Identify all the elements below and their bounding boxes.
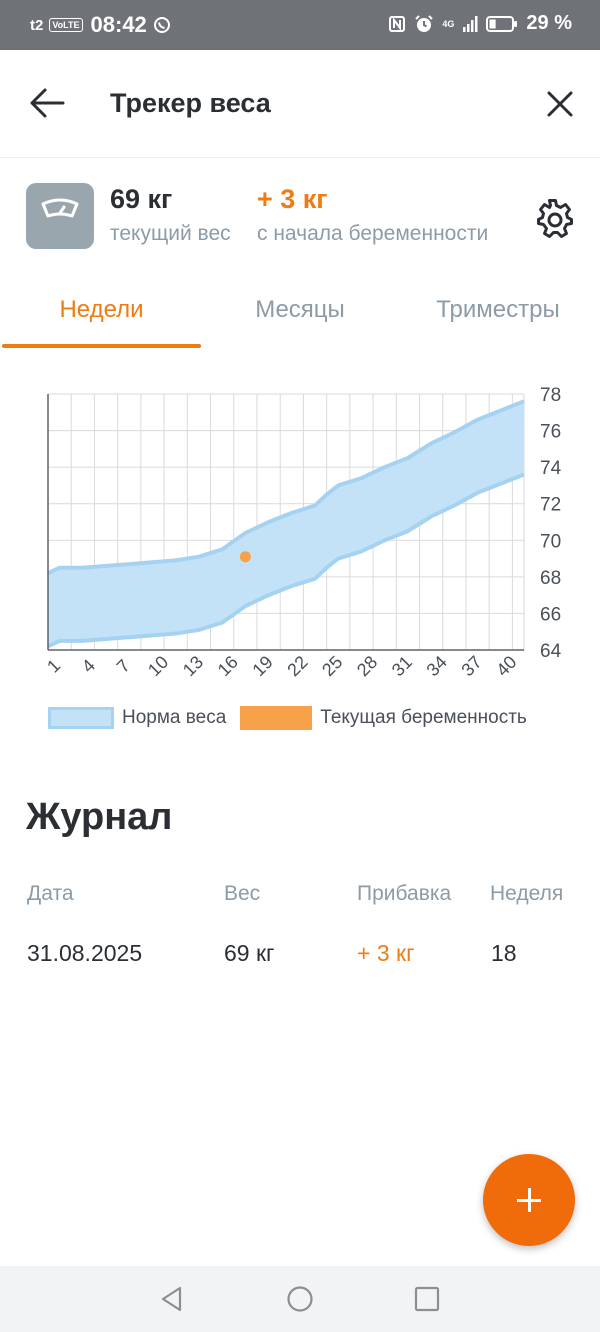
column-header-weight: Вес bbox=[224, 882, 261, 905]
y-tick-label: 74 bbox=[540, 458, 562, 479]
x-tick-label: 25 bbox=[318, 652, 346, 680]
y-tick-label: 72 bbox=[540, 495, 561, 516]
x-tick-label: 10 bbox=[144, 652, 172, 680]
journal-title: Журнал bbox=[26, 796, 173, 838]
alarm-icon bbox=[415, 14, 434, 32]
weight-summary: 69 кг текущий вес + 3 кг с начала береме… bbox=[0, 158, 600, 268]
weight-chart-plot: 64 66 68 70 72 74 76 78 1 4 7 10 13 16 19 22 25 28 31 34 37 4… bbox=[43, 385, 562, 680]
arrow-left-icon[interactable] bbox=[28, 86, 66, 120]
x-tick-label: 34 bbox=[423, 652, 451, 680]
x-tick-label: 28 bbox=[353, 652, 381, 680]
chart-legend: Норма веса Текущая беременность bbox=[48, 706, 527, 730]
x-tick-label: 31 bbox=[388, 652, 416, 680]
y-tick-label: 66 bbox=[540, 604, 561, 625]
norm-band-lower-line bbox=[47, 472, 525, 649]
whatsapp-icon bbox=[153, 17, 170, 33]
legend-swatch-current bbox=[240, 706, 313, 730]
current-weight-value: 69 кг bbox=[110, 184, 173, 214]
add-entry-button[interactable] bbox=[483, 1154, 575, 1246]
x-tick-label: 4 bbox=[78, 655, 99, 676]
battery-percent: 29 % bbox=[526, 12, 572, 34]
system-nav-bar bbox=[0, 1266, 600, 1332]
app-header: Трекер веса bbox=[0, 50, 600, 158]
x-tick-label: 7 bbox=[113, 655, 134, 676]
x-tick-label: 1 bbox=[43, 655, 64, 676]
tab-trimesters[interactable]: Триместры bbox=[436, 296, 560, 323]
cell-week: 18 bbox=[491, 940, 517, 966]
y-tick-label: 76 bbox=[540, 422, 561, 443]
column-header-gain: Прибавка bbox=[357, 882, 452, 905]
norm-band-upper-line bbox=[47, 399, 525, 576]
y-tick-label: 64 bbox=[540, 641, 562, 662]
legend-swatch-norm bbox=[48, 707, 114, 729]
cell-gain: + 3 кг bbox=[357, 940, 415, 966]
nav-home-icon[interactable] bbox=[285, 1284, 315, 1314]
period-tabs: Недели Месяцы Триместры bbox=[0, 282, 600, 350]
signal-icon bbox=[463, 15, 478, 32]
close-icon[interactable] bbox=[544, 88, 576, 120]
active-tab-indicator bbox=[2, 344, 201, 348]
current-weight-label: текущий вес bbox=[110, 222, 231, 245]
weight-gain-label: с начала беременности bbox=[257, 222, 489, 245]
column-header-date: Дата bbox=[27, 882, 74, 905]
network-label: 4G bbox=[442, 18, 455, 29]
nav-recents-icon[interactable] bbox=[412, 1284, 442, 1314]
nfc-icon bbox=[389, 15, 406, 32]
status-right: 4G 29 % bbox=[388, 12, 572, 35]
status-time: 08:42 bbox=[90, 12, 147, 37]
scale-icon bbox=[26, 183, 94, 249]
gear-icon[interactable] bbox=[534, 198, 576, 240]
x-tick-label: 37 bbox=[457, 652, 485, 680]
tab-weeks[interactable]: Недели bbox=[59, 296, 144, 323]
norm-band-area bbox=[48, 401, 524, 647]
weight-chart: 64 66 68 70 72 74 76 78 1 4 7 10 13 16 19 22 25 28 31 34 37 4… bbox=[0, 370, 600, 730]
cell-date: 31.08.2025 bbox=[27, 940, 143, 966]
column-header-week: Неделя bbox=[490, 882, 564, 905]
x-tick-label: 19 bbox=[248, 652, 276, 680]
battery-icon bbox=[486, 15, 518, 32]
x-tick-label: 22 bbox=[283, 652, 311, 680]
page-title: Трекер веса bbox=[110, 88, 271, 118]
legend-label-current: Текущая беременность bbox=[320, 707, 527, 728]
y-tick-label: 78 bbox=[540, 385, 561, 406]
x-tick-label: 13 bbox=[179, 652, 207, 680]
status-bar: t2 VoLTE 08:42 4G 29 % bbox=[0, 0, 600, 50]
status-left: t2 VoLTE 08:42 bbox=[30, 12, 171, 38]
nav-back-icon[interactable] bbox=[157, 1284, 187, 1314]
x-tick-label: 40 bbox=[492, 652, 520, 680]
cell-weight: 69 кг bbox=[224, 940, 275, 966]
x-tick-label: 16 bbox=[214, 652, 242, 680]
y-tick-label: 70 bbox=[540, 531, 561, 552]
current-pregnancy-point bbox=[239, 551, 251, 563]
weight-gain-value: + 3 кг bbox=[257, 184, 328, 214]
y-tick-label: 68 bbox=[540, 568, 561, 589]
legend-label-norm: Норма веса bbox=[122, 707, 227, 728]
volte-badge: VoLTE bbox=[49, 18, 83, 32]
tab-months[interactable]: Месяцы bbox=[255, 296, 345, 323]
carrier-label: t2 bbox=[30, 16, 44, 34]
